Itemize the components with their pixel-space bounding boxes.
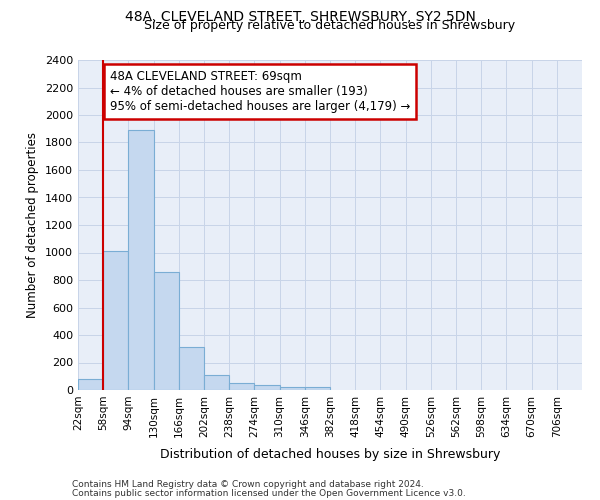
Bar: [154, 272, 179, 390]
Bar: [103, 251, 128, 390]
Text: 48A, CLEVELAND STREET, SHREWSBURY, SY2 5DN: 48A, CLEVELAND STREET, SHREWSBURY, SY2 5…: [125, 10, 475, 24]
Bar: [128, 130, 154, 390]
Text: Contains public sector information licensed under the Open Government Licence v3: Contains public sector information licen…: [72, 488, 466, 498]
Bar: [280, 386, 305, 390]
Y-axis label: Number of detached properties: Number of detached properties: [26, 132, 40, 318]
Bar: [305, 387, 330, 390]
Title: Size of property relative to detached houses in Shrewsbury: Size of property relative to detached ho…: [145, 20, 515, 32]
X-axis label: Distribution of detached houses by size in Shrewsbury: Distribution of detached houses by size …: [160, 448, 500, 461]
Text: Contains HM Land Registry data © Crown copyright and database right 2024.: Contains HM Land Registry data © Crown c…: [72, 480, 424, 489]
Bar: [78, 379, 103, 390]
Bar: [204, 375, 229, 390]
Text: 48A CLEVELAND STREET: 69sqm
← 4% of detached houses are smaller (193)
95% of sem: 48A CLEVELAND STREET: 69sqm ← 4% of deta…: [110, 70, 410, 112]
Bar: [179, 348, 204, 390]
Bar: [229, 383, 254, 390]
Bar: [254, 384, 280, 390]
